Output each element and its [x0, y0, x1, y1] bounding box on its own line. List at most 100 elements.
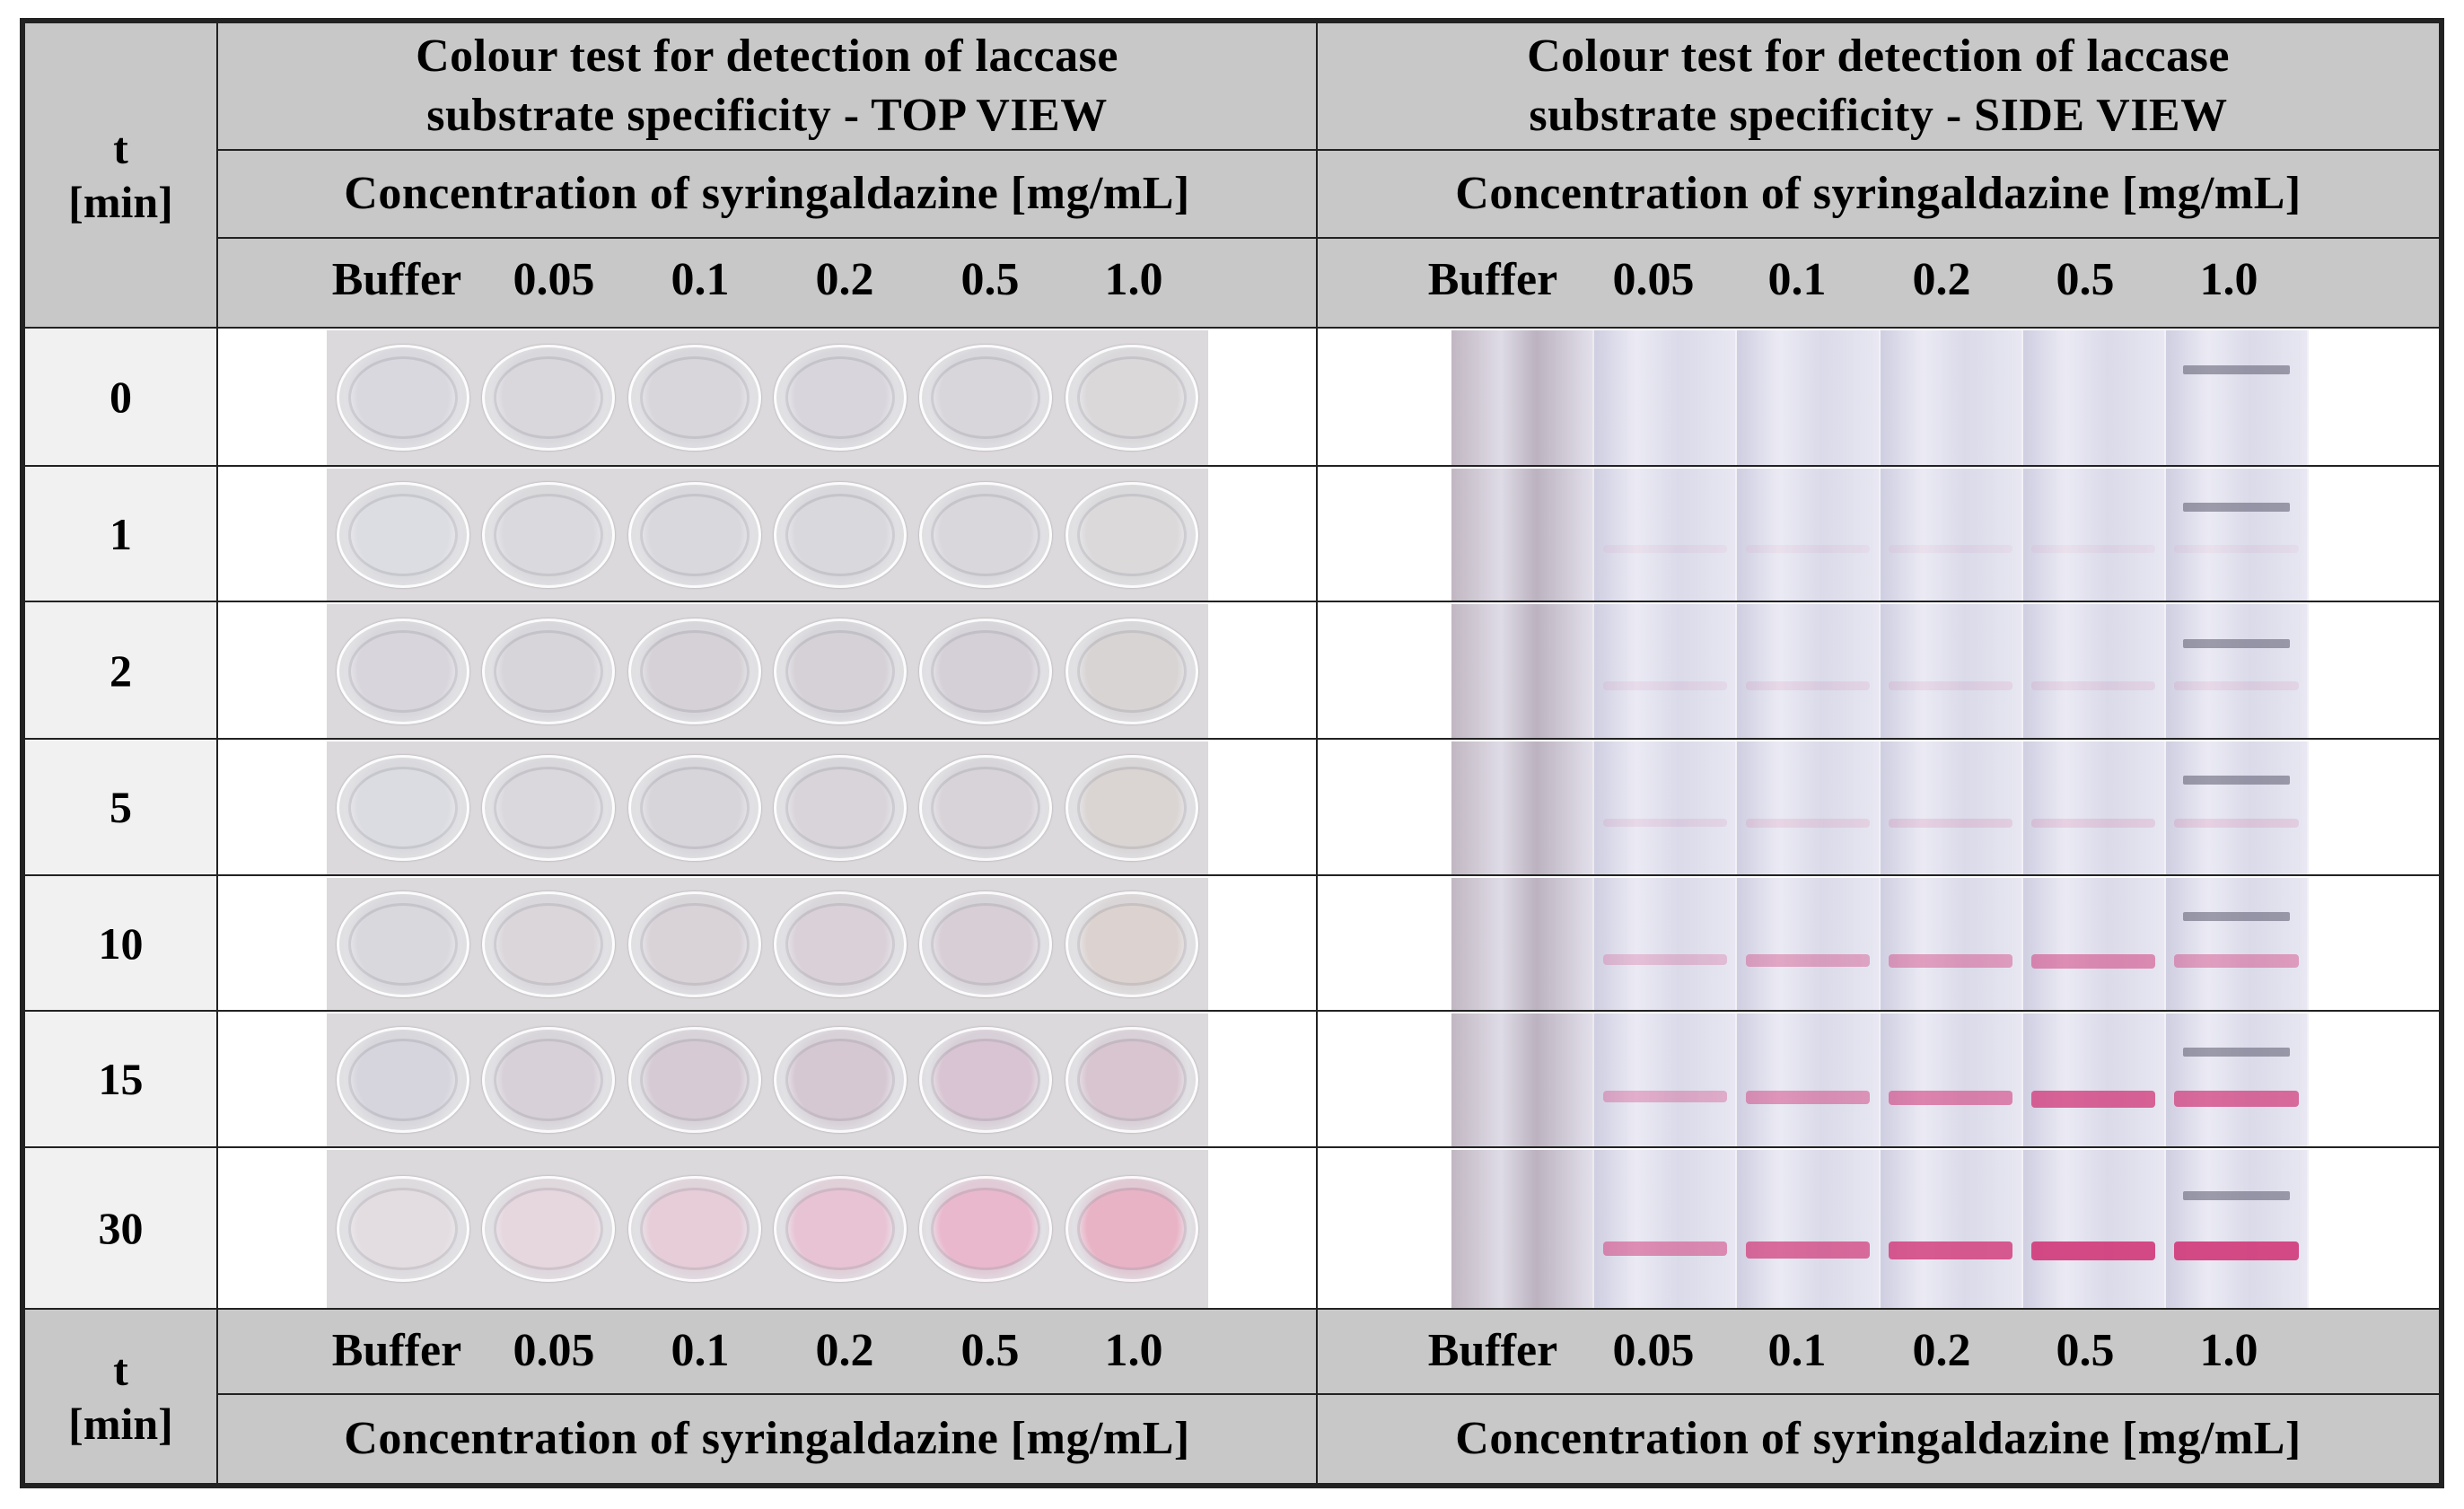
tube: [2165, 1150, 2310, 1308]
tube: [2022, 330, 2166, 465]
column-label: 0.1: [671, 254, 730, 305]
tube: [2165, 878, 2310, 1010]
min-unit-label: [min]: [68, 177, 173, 227]
side-footer-concentration: Concentration of syringaldazine [mg/mL]: [1316, 1393, 2441, 1485]
t-label: t: [113, 123, 128, 173]
top-view-image-cell: [216, 465, 1318, 602]
tube: [2165, 604, 2310, 738]
time-cell: 15: [23, 1010, 218, 1148]
well: [1065, 755, 1198, 861]
reaction-band: [1602, 1090, 1727, 1102]
tube: [1451, 469, 1595, 601]
top-view-well-strip: [327, 1013, 1208, 1146]
tube: [1594, 469, 1738, 601]
tube: [1594, 1013, 1738, 1146]
side-view-image-cell: [1316, 1010, 2441, 1148]
well: [919, 345, 1053, 451]
side-view-image-cell: [1316, 738, 2441, 876]
side-view-tube-strip: [1451, 469, 2310, 601]
reaction-band: [1745, 818, 1871, 828]
side-view-image-cell: [1316, 465, 2441, 602]
tube: [1594, 604, 1738, 738]
well: [482, 618, 616, 724]
well: [337, 618, 470, 724]
side-view-title-line2: substrate specificity - SIDE VIEW: [1529, 90, 2228, 141]
well: [919, 618, 1053, 724]
tube: [1880, 741, 2023, 874]
reaction-band: [1745, 545, 1871, 553]
tube: [1880, 878, 2023, 1010]
top-concentration-header: Concentration of syringaldazine [mg/mL]: [216, 149, 1318, 239]
column-label: 1.0: [1104, 1325, 1163, 1376]
reaction-band: [2031, 681, 2156, 690]
well: [482, 1176, 616, 1282]
column-label: 0.5: [2056, 1325, 2115, 1376]
reaction-band: [2174, 1241, 2299, 1261]
well: [1065, 1176, 1198, 1282]
well: [1065, 345, 1198, 451]
top-view-image-cell: [216, 1010, 1318, 1148]
time-value: 0: [110, 372, 132, 422]
well: [482, 890, 616, 997]
tube: [2022, 1013, 2166, 1146]
tube: [2022, 1150, 2166, 1308]
well: [482, 345, 616, 451]
reaction-band: [1888, 545, 2013, 553]
time-footer-cell: t [min]: [23, 1308, 218, 1485]
well: [337, 481, 470, 588]
time-value: 1: [110, 508, 132, 559]
reaction-band: [1602, 681, 1727, 690]
column-label: 0.2: [1912, 1325, 1971, 1376]
tube: [1451, 878, 1595, 1010]
tube: [1451, 741, 1595, 874]
column-label: 0.2: [815, 254, 874, 305]
tube-cap-mark: [2182, 776, 2291, 785]
tube: [1737, 604, 1881, 738]
t-label: t: [113, 1344, 128, 1395]
well: [919, 1027, 1053, 1133]
reaction-band: [1888, 1090, 2013, 1106]
tube: [1594, 878, 1738, 1010]
well: [337, 755, 470, 861]
time-value: 5: [110, 782, 132, 832]
well: [774, 1176, 908, 1282]
tube: [1880, 330, 2023, 465]
well: [627, 345, 761, 451]
column-label: 0.1: [1767, 1325, 1827, 1376]
tube: [1737, 1150, 1881, 1308]
well: [627, 1176, 761, 1282]
reaction-band: [2174, 681, 2299, 690]
tube: [1594, 1150, 1738, 1308]
tube-cap-mark: [2182, 638, 2291, 648]
concentration-label: Concentration of syringaldazine [mg/mL]: [344, 168, 1190, 219]
time-value: 30: [98, 1203, 144, 1253]
time-cell: 1: [23, 465, 218, 602]
well: [774, 345, 908, 451]
reaction-band: [2031, 1090, 2156, 1109]
well: [337, 345, 470, 451]
column-label: 0.5: [960, 1325, 1020, 1376]
well: [627, 1027, 761, 1133]
well: [919, 890, 1053, 997]
tube: [2165, 1013, 2310, 1146]
side-view-title-line1: Colour test for detection of laccase: [1527, 31, 2230, 82]
top-footer-concentration: Concentration of syringaldazine [mg/mL]: [216, 1393, 1318, 1485]
well: [482, 755, 616, 861]
well: [774, 890, 908, 997]
top-view-well-strip: [327, 878, 1208, 1010]
side-view-image-cell: [1316, 874, 2441, 1012]
time-value: 2: [110, 645, 132, 696]
tube: [2022, 741, 2166, 874]
reaction-band: [1888, 681, 2013, 690]
reaction-band: [1745, 681, 1871, 690]
reaction-band: [2031, 1241, 2156, 1261]
column-label: 1.0: [2199, 254, 2258, 305]
column-label: 0.5: [960, 254, 1020, 305]
side-view-image-cell: [1316, 327, 2441, 467]
side-view-title-cell: Colour test for detection of laccase subs…: [1316, 22, 2441, 151]
column-label: 0.2: [1912, 254, 1971, 305]
reaction-band: [1745, 1241, 1871, 1259]
reaction-band: [1602, 954, 1727, 965]
side-view-tube-strip: [1451, 1150, 2310, 1308]
column-label: 0.05: [513, 1325, 595, 1376]
